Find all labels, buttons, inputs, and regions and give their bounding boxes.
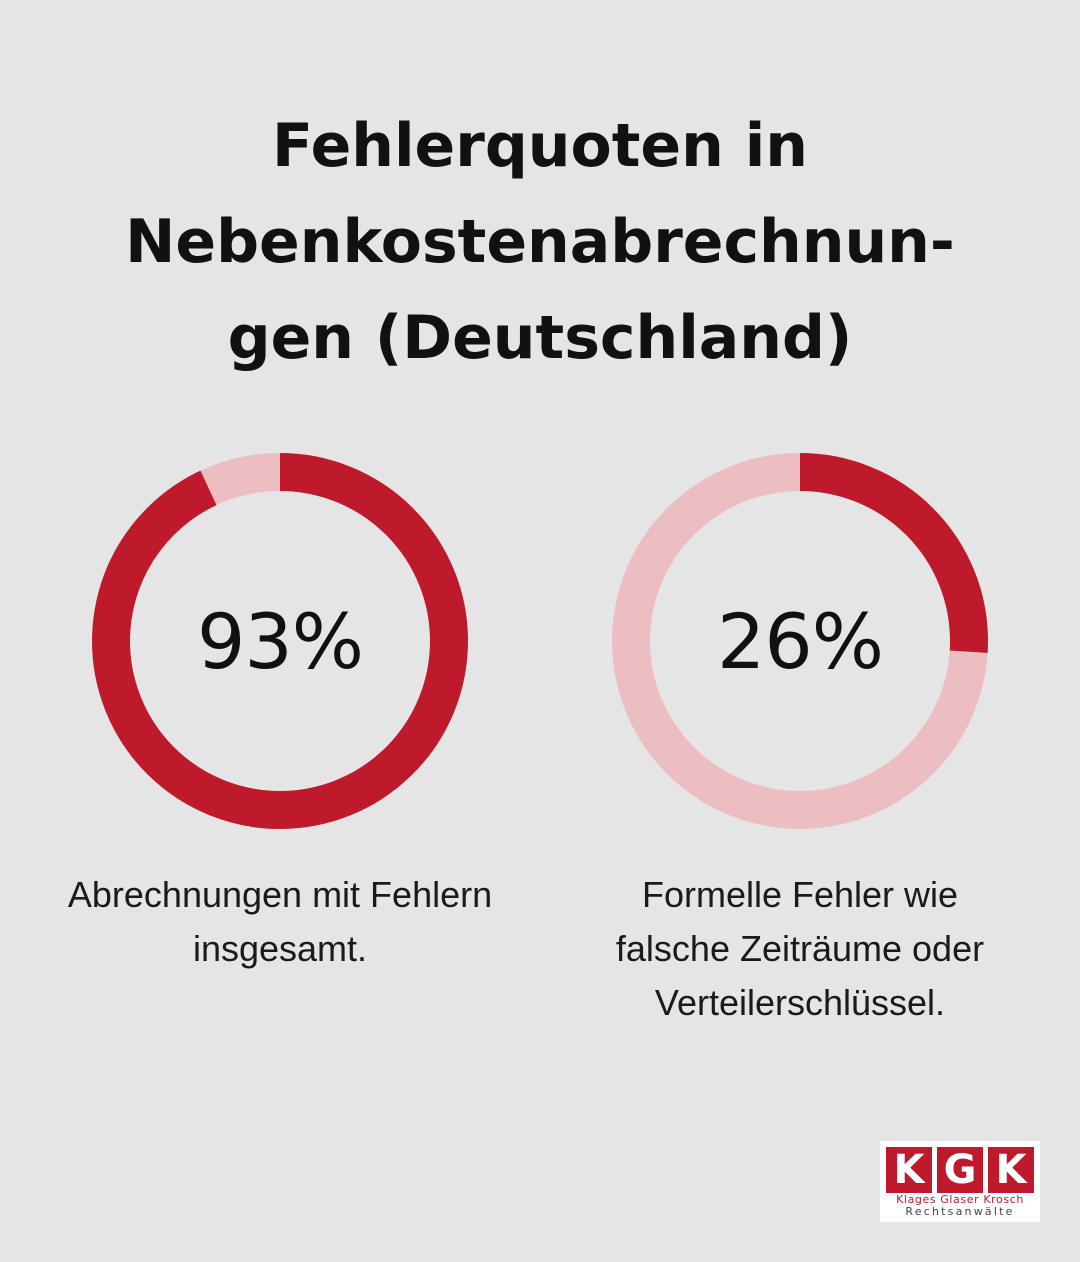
donut-svg-total-errors xyxy=(92,453,468,829)
logo-names: Klages Glaser Krosch xyxy=(896,1193,1024,1206)
logo-letter: K xyxy=(988,1147,1034,1193)
logo-subtitle: Rechtsanwälte xyxy=(905,1205,1015,1218)
chart-title: Fehlerquoten in Nebenkostenabrechnun- ge… xyxy=(40,98,1040,386)
title-line-3: gen (Deutschland) xyxy=(227,303,853,373)
logo-letter: K xyxy=(886,1147,932,1193)
donut-value-arc xyxy=(92,453,468,829)
donut-chart-formal-errors: 26% xyxy=(612,453,988,829)
title-line-2: Nebenkostenabrechnun- xyxy=(125,207,955,277)
caption-line: insgesamt. xyxy=(192,928,368,969)
kgk-logo: K G K Klages Glaser Krosch Rechtsanwälte xyxy=(880,1141,1040,1222)
caption-line: Formelle Fehler wie xyxy=(641,874,959,915)
donut-value-label: 93% xyxy=(197,596,364,686)
donut-svg-formal-errors xyxy=(612,453,988,829)
caption-formal-errors: Formelle Fehler wie falsche Zeiträume od… xyxy=(540,868,1060,1030)
caption-line: Verteilerschlüssel. xyxy=(654,982,946,1023)
donut-chart-total-errors: 93% xyxy=(92,453,468,829)
logo-letters: K G K xyxy=(886,1147,1034,1193)
donut-value-label: 26% xyxy=(717,596,884,686)
title-line-1: Fehlerquoten in xyxy=(272,111,808,181)
donut-value-arc xyxy=(612,453,988,829)
caption-line: Abrechnungen mit Fehlern xyxy=(67,874,493,915)
caption-total-errors: Abrechnungen mit Fehlern insgesamt. xyxy=(20,868,540,976)
caption-line: falsche Zeiträume oder xyxy=(615,928,985,969)
logo-letter: G xyxy=(937,1147,983,1193)
